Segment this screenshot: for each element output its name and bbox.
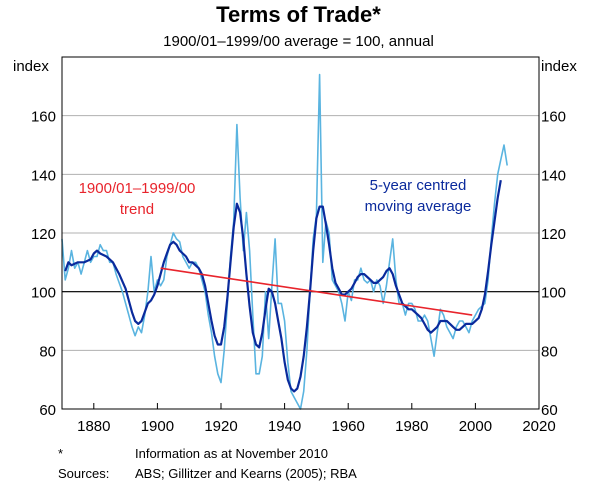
chart-subtitle: 1900/01–1999/00 average = 100, annual — [163, 33, 434, 50]
sources-label: Sources: — [58, 466, 110, 481]
chart-title: Terms of Trade* — [216, 2, 381, 27]
sources: Sources: ABS; Gillitzer and Kearns (2005)… — [58, 466, 357, 481]
annotation-line: 5-year centred — [370, 177, 467, 194]
y-tick-right-160: 160 — [541, 109, 566, 126]
y-tick-right-140: 140 — [541, 167, 566, 184]
y-tick-left-140: 140 — [31, 167, 56, 184]
series-line-trend — [160, 267, 473, 316]
y-tick-left-120: 120 — [31, 226, 56, 243]
y-axis-label-right: index — [541, 58, 577, 75]
plot-frame — [61, 56, 540, 410]
y-tick-right-120: 120 — [541, 226, 566, 243]
x-tick-label-1880: 1880 — [77, 418, 110, 435]
y-tick-right-80: 80 — [541, 343, 558, 360]
x-tick-label-1920: 1920 — [204, 418, 237, 435]
x-tick-label-1980: 1980 — [395, 418, 428, 435]
x-tick-label-1940: 1940 — [268, 418, 301, 435]
series-line-annual — [61, 73, 508, 410]
y-tick-right-100: 100 — [541, 285, 566, 302]
x-tick-label-2000: 2000 — [459, 418, 492, 435]
footnote: * Information as at November 2010 — [58, 446, 328, 461]
x-tick-label-2020: 2020 — [522, 418, 555, 435]
sources-text: ABS; Gillitzer and Kearns (2005); RBA — [135, 466, 357, 481]
series-line-moving-average — [64, 180, 502, 393]
y-tick-left-80: 80 — [39, 343, 56, 360]
x-tick-label-1960: 1960 — [332, 418, 365, 435]
footnote-marker: * — [58, 446, 64, 461]
annotation-line: moving average — [365, 198, 472, 215]
y-axis-label-left: index — [13, 58, 49, 75]
trend-annotation: 1900/01–1999/00 trend — [79, 180, 196, 218]
y-tick-right-60: 60 — [541, 402, 558, 419]
annotation-line: trend — [120, 201, 154, 218]
annotation-line: 1900/01–1999/00 — [79, 180, 196, 197]
x-tick-label-1900: 1900 — [141, 418, 174, 435]
moving-average-annotation: 5-year centred moving average — [365, 177, 472, 215]
footnote-text: Information as at November 2010 — [135, 446, 328, 461]
y-tick-left-60: 60 — [39, 402, 56, 419]
y-tick-left-100: 100 — [31, 285, 56, 302]
y-tick-left-160: 160 — [31, 109, 56, 126]
